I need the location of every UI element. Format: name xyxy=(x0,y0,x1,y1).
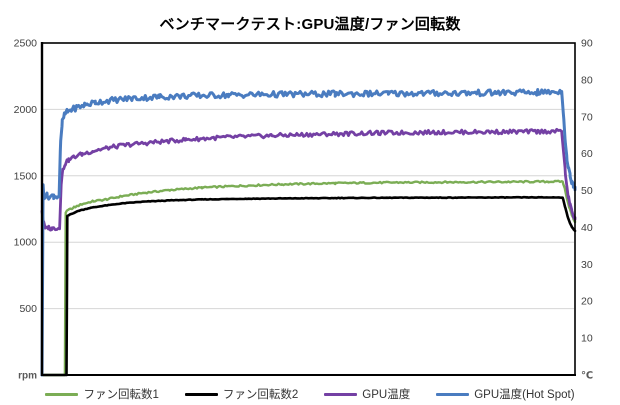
axis-tick-label: 90 xyxy=(581,38,593,50)
legend-item-fan1: ファン回転数1 xyxy=(45,386,159,402)
series-line-2 xyxy=(40,127,577,232)
legend-line-fan1 xyxy=(45,392,79,396)
axis-tick-label: 50 xyxy=(581,185,593,197)
axis-tick-label: 70 xyxy=(581,111,593,123)
axis-tick-label: 1000 xyxy=(14,237,38,249)
axis-tick-label: 500 xyxy=(19,303,37,315)
axis-tick-label: 80 xyxy=(581,74,593,86)
axis-tick-label: 1500 xyxy=(14,170,38,182)
legend-item-hotspot: GPU温度(Hot Spot) xyxy=(436,386,575,402)
legend-label-gpu-temp: GPU温度 xyxy=(362,389,411,401)
axis-tick-label: 60 xyxy=(581,148,593,160)
axis-tick-label: 30 xyxy=(581,259,593,271)
series-line-1 xyxy=(40,195,577,377)
axis-unit-label: rpm xyxy=(18,371,37,382)
series-line-3 xyxy=(40,88,577,377)
series-line-0 xyxy=(40,179,577,377)
legend-label-hotspot: GPU温度(Hot Spot) xyxy=(474,389,575,401)
legend-label-fan1: ファン回転数1 xyxy=(83,389,159,401)
legend-line-hotspot xyxy=(436,392,470,396)
legend-item-fan2: ファン回転数2 xyxy=(184,386,299,402)
legend-item-gpu-temp: GPU温度 xyxy=(324,386,410,402)
axis-tick-label: 40 xyxy=(581,222,593,234)
chart-legend: ファン回転数1 ファン回転数2 GPU温度 GPU温度(Hot Spot) xyxy=(0,386,620,402)
axis-tick-label: 2000 xyxy=(14,104,38,116)
axis-unit-label: ℃ xyxy=(581,371,593,382)
legend-line-fan2 xyxy=(184,392,218,396)
legend-label-fan2: ファン回転数2 xyxy=(222,389,299,401)
legend-line-gpu-temp xyxy=(324,392,358,396)
axis-tick-label: 2500 xyxy=(14,38,38,50)
axis-tick-label: 20 xyxy=(581,296,593,308)
chart-title: ベンチマークテスト:GPU温度/ファン回転数 xyxy=(159,16,461,33)
axis-tick-label: 10 xyxy=(581,333,593,345)
